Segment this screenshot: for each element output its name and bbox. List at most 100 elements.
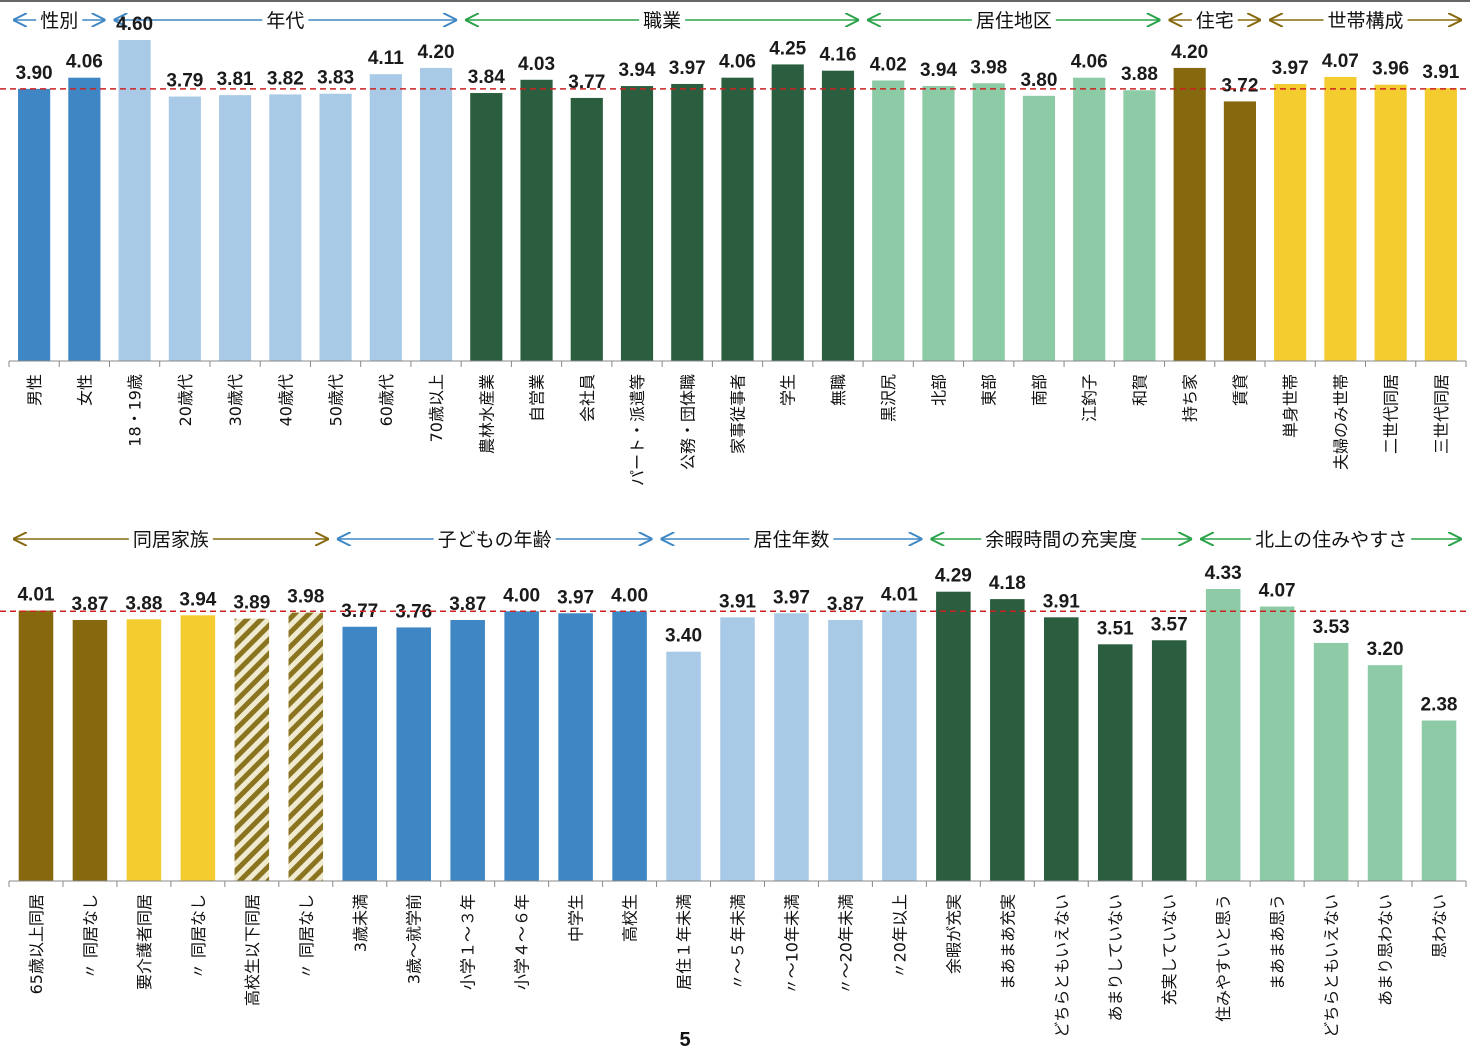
data-label: 3.89 bbox=[233, 593, 270, 614]
category-label: 無職 bbox=[829, 374, 848, 406]
category-label: 男性 bbox=[25, 374, 44, 406]
bar bbox=[872, 80, 905, 362]
data-label: 3.91 bbox=[1043, 591, 1080, 612]
data-label: 4.20 bbox=[1171, 42, 1208, 63]
bar bbox=[234, 618, 270, 881]
bar bbox=[1367, 665, 1403, 881]
category-label: 自営業 bbox=[528, 374, 547, 422]
data-label: 2.38 bbox=[1421, 695, 1458, 716]
group-label: 性別 bbox=[40, 10, 78, 32]
category-label: 〃～10年未満 bbox=[782, 894, 801, 994]
bar bbox=[1424, 88, 1457, 362]
bar bbox=[1044, 617, 1079, 881]
group-label: 余暇時間の充実度 bbox=[985, 529, 1137, 551]
data-label: 4.01 bbox=[881, 585, 918, 606]
data-label: 3.40 bbox=[665, 626, 702, 647]
bar bbox=[821, 70, 855, 361]
bar bbox=[1151, 640, 1187, 881]
bar bbox=[504, 611, 539, 881]
data-label: 3.94 bbox=[179, 589, 216, 610]
bar bbox=[342, 626, 378, 881]
category-label: 18・19歳 bbox=[126, 374, 145, 447]
bar bbox=[720, 617, 755, 881]
data-label: 3.98 bbox=[287, 587, 324, 608]
bar bbox=[1259, 606, 1295, 881]
category-label: 中学生 bbox=[567, 894, 586, 942]
category-label: 和賀 bbox=[1130, 374, 1149, 406]
category-label: 小学１～３年 bbox=[459, 894, 478, 990]
category-label: あまり思わない bbox=[1376, 894, 1395, 1006]
category-label: 3歳未満 bbox=[351, 894, 370, 952]
data-label: 4.18 bbox=[989, 573, 1026, 594]
data-label: 3.94 bbox=[619, 60, 656, 81]
group-label: 職業 bbox=[643, 10, 681, 32]
data-label: 3.91 bbox=[1422, 62, 1459, 83]
category-label: 65歳以上同居 bbox=[27, 894, 46, 994]
category-label: 〃20年以上 bbox=[890, 894, 909, 978]
category-label: 居住１年未満 bbox=[675, 894, 694, 990]
category-label: 会社員 bbox=[578, 374, 597, 422]
bar bbox=[558, 613, 593, 881]
category-label: 単身世帯 bbox=[1281, 374, 1300, 438]
bar bbox=[1421, 720, 1457, 881]
bar bbox=[721, 77, 754, 361]
bar bbox=[68, 77, 101, 361]
data-label: 4.06 bbox=[66, 52, 103, 73]
category-label: 思わない bbox=[1430, 894, 1449, 958]
data-label: 3.77 bbox=[341, 601, 378, 622]
category-label: 〃～20年未満 bbox=[836, 894, 855, 994]
category-label: 20歳代 bbox=[176, 374, 195, 426]
bar bbox=[1073, 77, 1106, 361]
data-label: 4.00 bbox=[611, 585, 648, 606]
bar bbox=[936, 591, 971, 881]
category-label: どちらともいえない bbox=[1322, 894, 1341, 1038]
data-label: 3.87 bbox=[827, 594, 864, 615]
group-label: 子どもの年齢 bbox=[438, 529, 552, 551]
data-label: 3.81 bbox=[217, 69, 254, 90]
bar bbox=[990, 599, 1025, 881]
bar bbox=[666, 651, 701, 881]
data-label: 3.83 bbox=[317, 68, 354, 89]
bar bbox=[168, 96, 201, 361]
data-label: 4.20 bbox=[418, 42, 455, 63]
bar bbox=[1223, 101, 1256, 362]
category-label: まあまあ充実 bbox=[998, 894, 1017, 990]
data-label: 3.90 bbox=[16, 63, 53, 84]
category-label: 夫婦のみ世帯 bbox=[1331, 374, 1350, 470]
category-label: 余暇が充実 bbox=[944, 894, 963, 974]
bar bbox=[671, 83, 704, 361]
data-label: 4.03 bbox=[518, 54, 555, 75]
chart-attributes-bottom: 同居家族 子どもの年齢 居住年数 余暇時間の充実度 北上の住みやすさ 4.01 3.87 3.… bbox=[0, 529, 1467, 1038]
data-label: 3.97 bbox=[1272, 58, 1309, 79]
category-label: 住みやすいと思う bbox=[1214, 894, 1233, 1022]
data-label: 3.87 bbox=[71, 594, 108, 615]
category-label: 二世代同居 bbox=[1382, 374, 1401, 454]
bar bbox=[620, 86, 654, 361]
data-label: 3.88 bbox=[1121, 64, 1158, 85]
chart-attributes-top: 性別 年代 職業 居住地区 住宅 世帯構成 3.90 4.06 4.60 3.79 3.81 3.82… bbox=[0, 10, 1467, 486]
category-label: まあまあ思う bbox=[1268, 894, 1287, 990]
data-label: 3.72 bbox=[1221, 75, 1258, 96]
page-number: 5 bbox=[679, 1029, 690, 1047]
category-label: 充実していない bbox=[1160, 894, 1179, 1006]
bar bbox=[18, 88, 51, 361]
data-label: 4.01 bbox=[17, 585, 54, 606]
data-label: 4.29 bbox=[935, 566, 972, 587]
category-label: 小学４～６年 bbox=[513, 894, 532, 990]
data-label: 3.79 bbox=[166, 71, 203, 92]
category-label: 三世代同居 bbox=[1432, 374, 1451, 454]
category-label: 3歳～就学前 bbox=[405, 894, 424, 984]
category-label: 持ち家 bbox=[1181, 374, 1200, 422]
data-label: 3.51 bbox=[1097, 618, 1134, 639]
bar bbox=[369, 74, 402, 361]
group-label: 居住年数 bbox=[753, 529, 829, 551]
category-label: 50歳代 bbox=[327, 374, 346, 426]
bar bbox=[450, 620, 485, 881]
data-label: 3.53 bbox=[1313, 617, 1350, 638]
data-label: 4.06 bbox=[719, 52, 756, 73]
data-label: 4.00 bbox=[503, 585, 540, 606]
category-label: パート・派遣等 bbox=[628, 374, 647, 486]
group-label: 居住地区 bbox=[976, 10, 1052, 32]
bar bbox=[180, 615, 216, 881]
data-label: 3.94 bbox=[920, 60, 957, 81]
